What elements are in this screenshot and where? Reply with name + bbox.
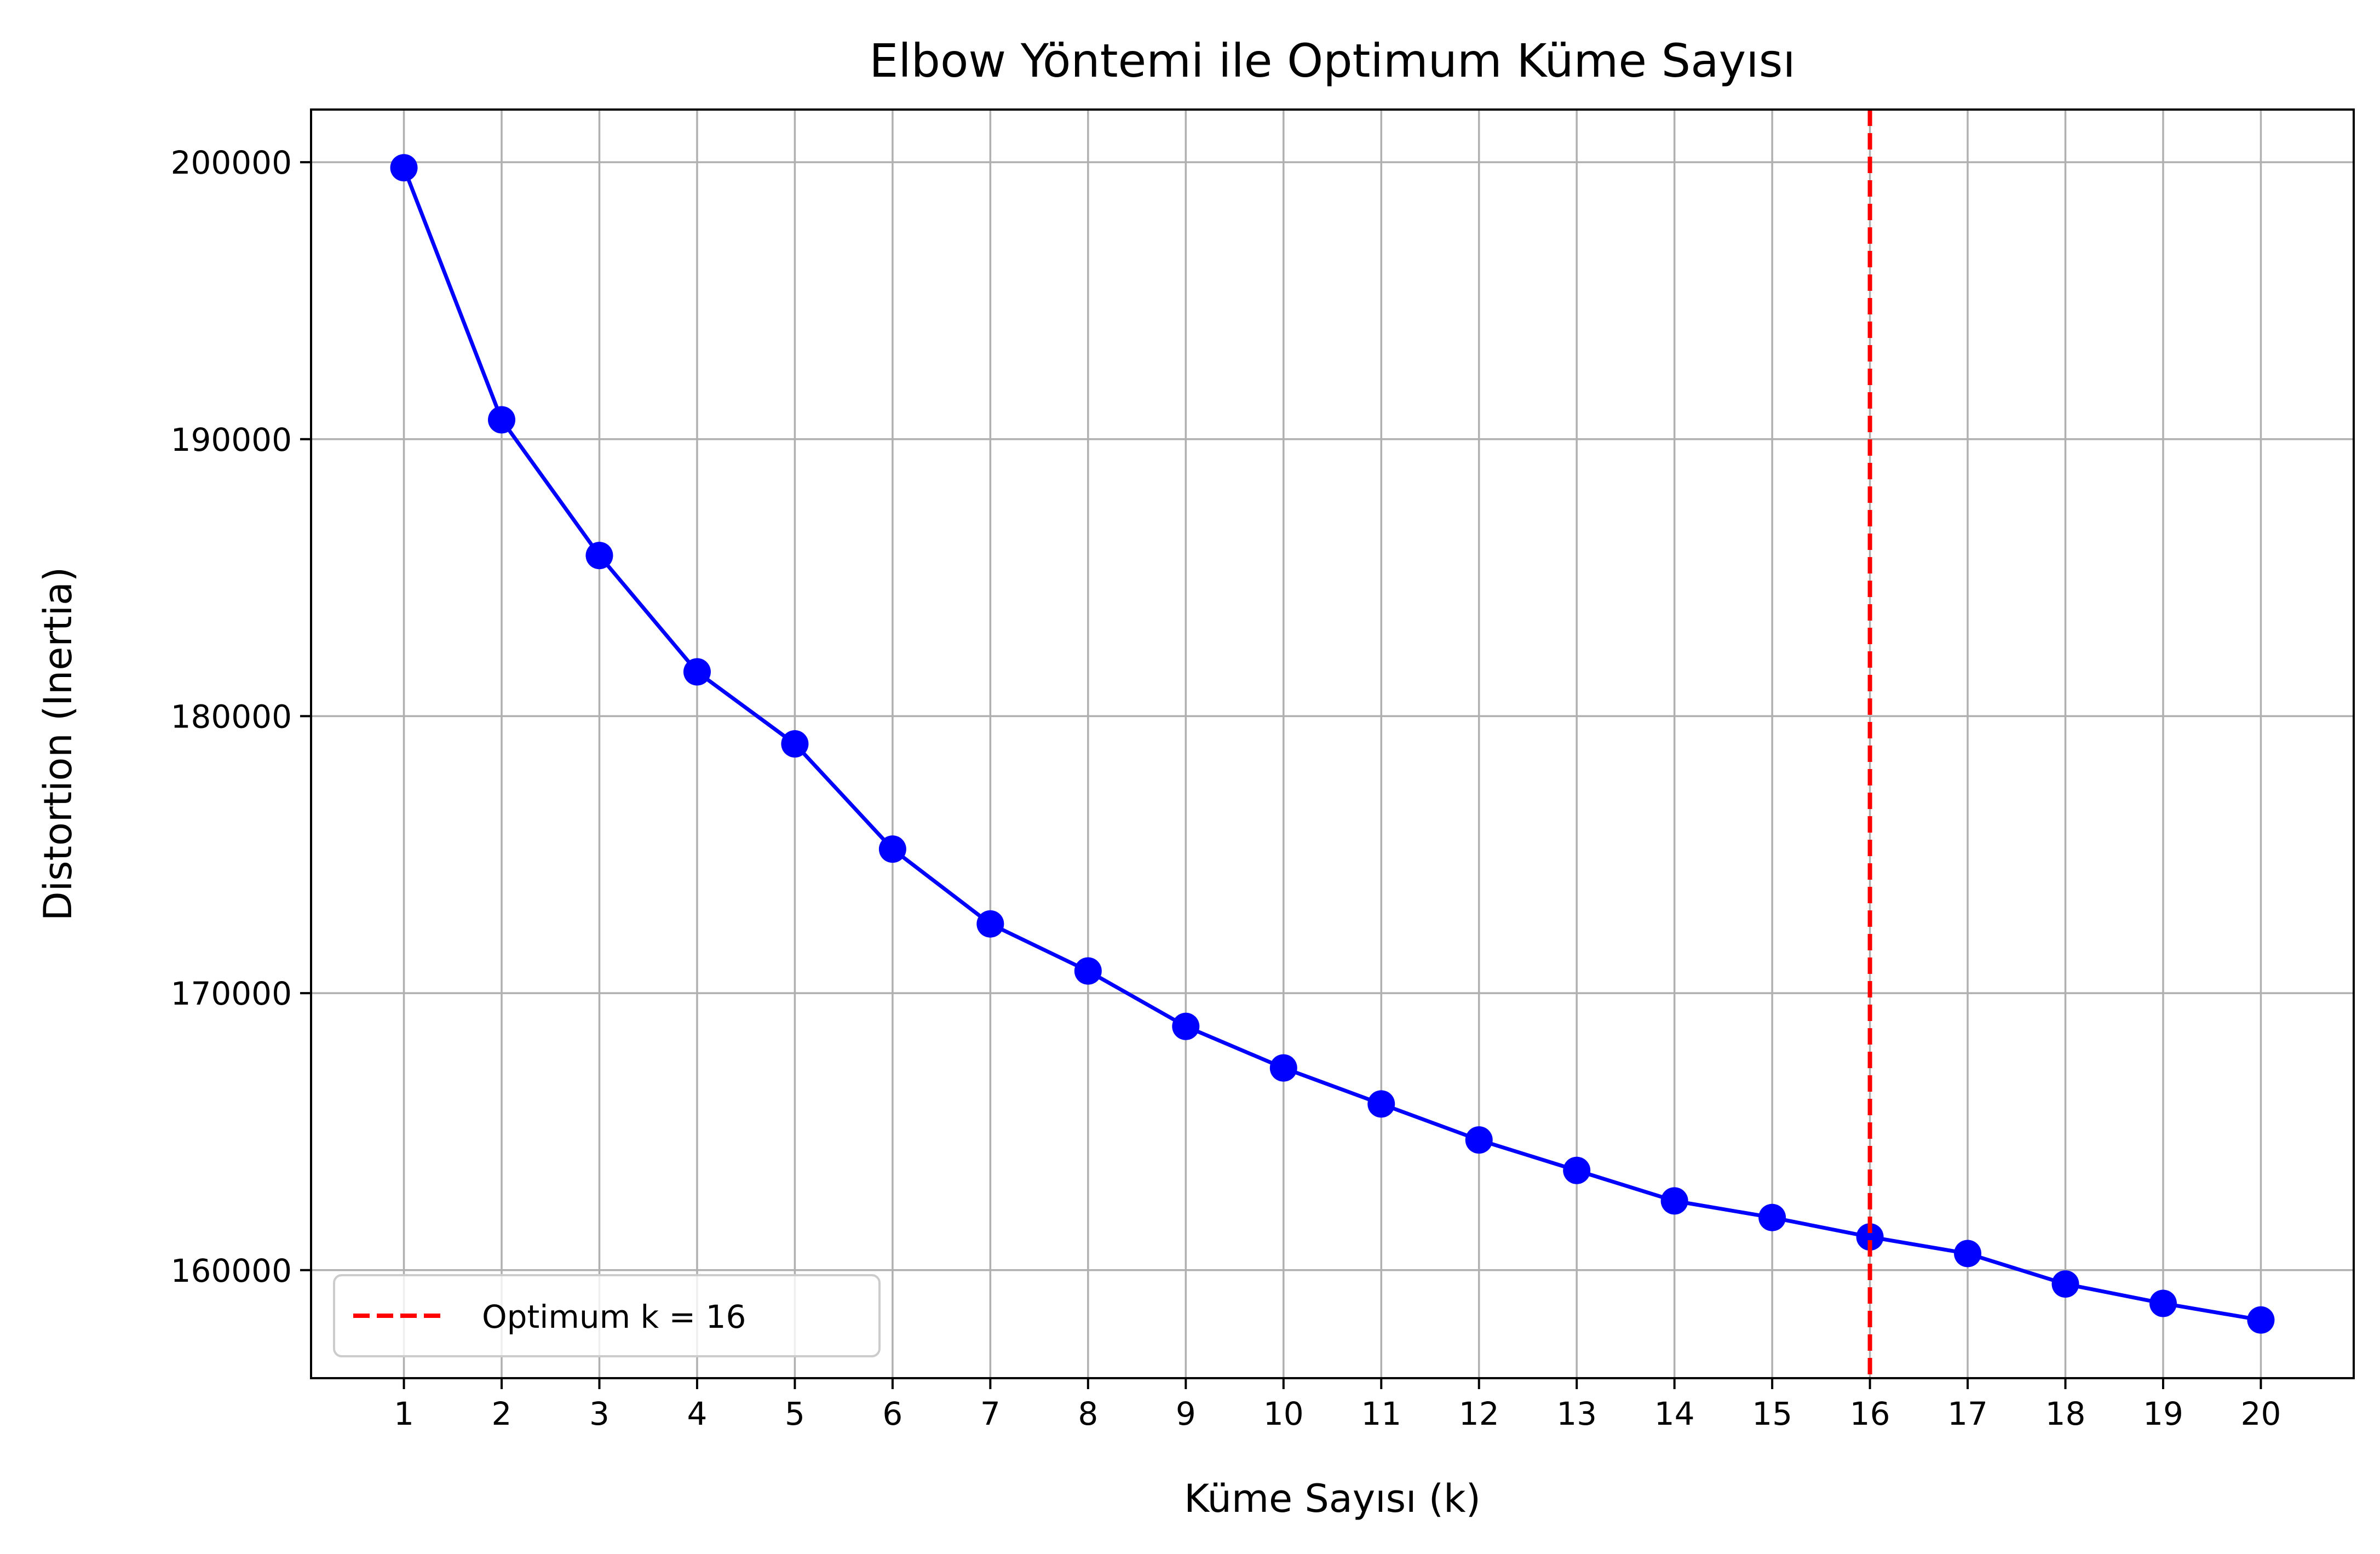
x-tick-label: 7 bbox=[980, 1395, 1001, 1432]
y-tick-label: 190000 bbox=[171, 421, 292, 458]
x-tick-label: 16 bbox=[1850, 1395, 1890, 1432]
y-tick-label: 170000 bbox=[171, 975, 292, 1012]
y-axis: 160000 170000 180000 190000 200000 bbox=[171, 144, 311, 1289]
chart-title: Elbow Yöntemi ile Optimum Küme Sayısı bbox=[869, 34, 1795, 88]
data-point bbox=[1172, 1012, 1200, 1040]
x-tick-label: 14 bbox=[1654, 1395, 1695, 1432]
x-tick-label: 19 bbox=[2143, 1395, 2183, 1432]
grid-lines bbox=[311, 110, 2354, 1378]
y-tick-label: 200000 bbox=[171, 144, 292, 181]
data-point bbox=[488, 406, 516, 434]
data-point bbox=[2149, 1289, 2177, 1317]
x-tick-label: 9 bbox=[1176, 1395, 1196, 1432]
y-axis-title: Distortion (Inertia) bbox=[36, 567, 81, 921]
x-axis: 1 2 3 4 5 6 7 8 9 10 11 12 13 14 15 16 17 18 19 20 bbox=[394, 1378, 2281, 1432]
legend-box bbox=[333, 1274, 881, 1357]
legend: Optimum k = 16 bbox=[333, 1274, 881, 1357]
x-tick-label: 15 bbox=[1752, 1395, 1792, 1432]
data-point bbox=[1563, 1156, 1591, 1184]
data-point bbox=[1367, 1090, 1395, 1118]
data-point bbox=[2247, 1306, 2275, 1334]
data-point bbox=[1758, 1203, 1786, 1231]
plot-frame bbox=[310, 108, 2355, 1379]
x-tick-label: 1 bbox=[394, 1395, 414, 1432]
x-tick-label: 20 bbox=[2241, 1395, 2281, 1432]
data-point bbox=[878, 835, 906, 863]
data-point bbox=[1074, 957, 1102, 985]
y-tick-label: 160000 bbox=[171, 1252, 292, 1289]
data-point bbox=[781, 730, 809, 758]
data-point bbox=[1269, 1054, 1297, 1082]
x-tick-label: 13 bbox=[1556, 1395, 1597, 1432]
y-tick-label: 180000 bbox=[171, 698, 292, 735]
x-axis-title: Küme Sayısı (k) bbox=[1184, 1476, 1481, 1521]
data-point bbox=[1856, 1223, 1884, 1251]
plot-area-background bbox=[311, 110, 2354, 1378]
data-point bbox=[1954, 1240, 1982, 1268]
data-point bbox=[2051, 1270, 2079, 1298]
series-line bbox=[402, 167, 2262, 1322]
series-layer bbox=[390, 154, 2275, 1334]
x-tick-label: 12 bbox=[1459, 1395, 1499, 1432]
data-point bbox=[976, 910, 1004, 938]
data-point bbox=[1465, 1126, 1493, 1154]
data-point bbox=[683, 658, 711, 686]
x-tick-label: 11 bbox=[1361, 1395, 1401, 1432]
x-tick-label: 5 bbox=[785, 1395, 805, 1432]
x-tick-label: 3 bbox=[589, 1395, 610, 1432]
x-tick-label: 8 bbox=[1078, 1395, 1098, 1432]
x-tick-label: 4 bbox=[687, 1395, 707, 1432]
x-tick-label: 10 bbox=[1263, 1395, 1304, 1432]
x-tick-label: 18 bbox=[2045, 1395, 2086, 1432]
x-tick-label: 6 bbox=[882, 1395, 902, 1432]
data-point bbox=[1660, 1187, 1688, 1215]
data-point bbox=[390, 154, 418, 182]
legend-label: Optimum k = 16 bbox=[482, 1298, 746, 1335]
x-tick-label: 2 bbox=[492, 1395, 512, 1432]
data-point bbox=[585, 542, 613, 570]
x-tick-label: 17 bbox=[1947, 1395, 1988, 1432]
